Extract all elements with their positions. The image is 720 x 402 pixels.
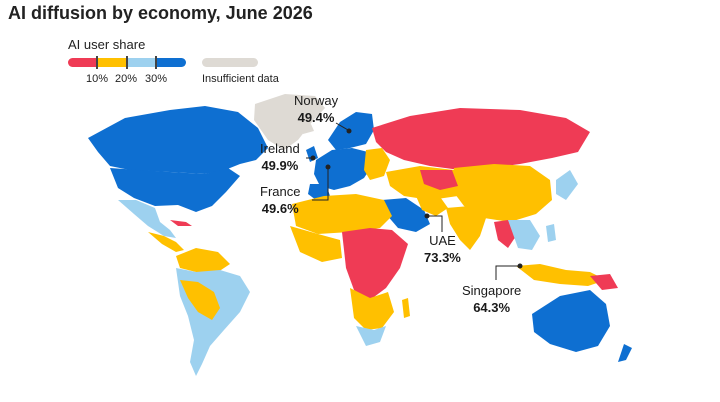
legend-tick-label-20: 20% [115,73,138,85]
region-south-africa[interactable] [356,326,386,346]
region-madagascar[interactable] [402,298,410,318]
region-australia[interactable] [532,290,610,352]
legend-swatch-10-20 [97,58,127,67]
region-mexico[interactable] [118,200,176,238]
legend-tick-30 [155,56,157,69]
region-india[interactable] [446,206,486,250]
callout-france-name: France [260,184,301,199]
region-new-zealand[interactable] [618,344,632,362]
region-central-america[interactable] [148,232,184,252]
region-russia[interactable] [372,108,590,170]
callout-singapore: Singapore 64.3% [462,282,521,316]
singapore-marker [517,263,523,269]
region-usa[interactable] [110,168,240,212]
region-cuba[interactable] [170,220,192,226]
region-central-east-africa[interactable] [342,228,408,300]
region-canada[interactable] [88,106,268,174]
region-iran[interactable] [416,194,448,216]
legend-insufficient-label: Insufficient data [202,73,279,85]
legend-tick-label-30: 30% [145,73,168,85]
region-indochina[interactable] [508,220,540,250]
region-china[interactable] [452,164,552,222]
region-south-korea-japan[interactable] [556,170,578,200]
legend-tick-10 [96,56,98,69]
legend-swatch-20-30 [127,58,157,67]
region-mongolia-west-china[interactable] [420,170,458,190]
callout-uae-value: 73.3% [424,250,461,265]
singapore-leader-line [495,265,519,280]
region-greenland[interactable] [254,94,325,150]
uae-marker [424,213,430,219]
legend-swatch-over-30 [156,58,186,67]
region-philippines[interactable] [546,224,556,242]
region-papua[interactable] [590,274,618,290]
region-iceland[interactable] [300,124,314,134]
region-north-africa[interactable] [292,194,392,234]
region-western-europe[interactable] [314,148,372,190]
callout-uae: UAE 73.3% [424,232,461,266]
uae-leader-line [428,215,443,232]
callout-singapore-name: Singapore [462,283,522,298]
norway-marker [346,128,352,134]
map-title: AI diffusion by economy, June 2026 [8,3,313,23]
france-leader-line [312,168,329,201]
legend-title: AI user share [68,37,146,52]
region-southern-africa[interactable] [350,288,394,330]
callout-norway-name: Norway [294,93,339,108]
callout-ireland-value: 49.9% [261,158,299,173]
region-colombia-venezuela[interactable] [176,248,230,272]
ireland-marker [310,155,316,161]
france-marker [325,164,331,170]
region-bolivia-peru[interactable] [180,280,220,320]
callout-singapore-value: 64.3% [473,300,511,315]
callout-norway: Norway 49.4% [294,92,338,126]
callout-norway-value: 49.4% [297,110,335,125]
callout-uae-name: UAE [429,233,456,248]
callout-france-value: 49.6% [261,201,299,216]
region-west-africa[interactable] [290,226,342,262]
callout-ireland: Ireland 49.9% [260,140,300,174]
legend-swatch-insufficient [202,58,258,67]
region-saudi[interactable] [382,198,430,232]
legend-swatch-under-10 [68,58,98,67]
region-eastern-europe[interactable] [364,148,390,180]
legend-color-scale [68,58,186,67]
legend-tick-label-10: 10% [86,73,109,85]
legend-tick-20 [126,56,128,69]
region-indonesia[interactable] [516,264,606,286]
callout-ireland-name: Ireland [260,141,300,156]
callout-france: France 49.6% [260,183,300,217]
norway-leader-line [335,122,349,131]
